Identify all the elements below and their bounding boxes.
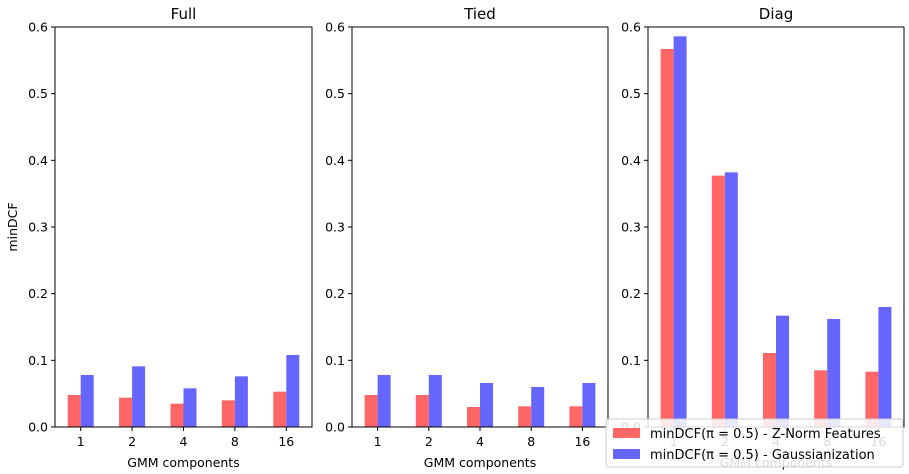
bar-gauss-16 <box>582 383 596 427</box>
y-tick-label: 0.0 <box>28 420 48 435</box>
bar-znorm-16 <box>273 391 287 427</box>
panel-title: Diag <box>759 5 793 23</box>
legend-swatch-gauss <box>613 449 640 459</box>
y-tick-label: 0.6 <box>325 20 345 35</box>
panel-title: Full <box>171 5 197 23</box>
panel-tied: 1 2 4 8 16 0.0 0.1 0.2 0.3 0.4 0.5 0.6 Tied GMM compo… <box>325 5 609 470</box>
bar-gauss-8 <box>827 319 841 427</box>
legend-label-znorm: minDCF(π = 0.5) - Z-Norm Features <box>650 427 881 442</box>
panel-full: 1 2 4 8 16 0.0 0.1 0.2 0.3 0.4 0.5 0.6 Full GMM compo… <box>28 5 313 470</box>
y-tick-label: 0.0 <box>325 420 345 435</box>
bar-znorm-4 <box>467 407 480 427</box>
bar-gauss-8 <box>531 387 545 427</box>
bar-gauss-4 <box>776 315 789 427</box>
y-tick-label: 0.3 <box>621 220 641 235</box>
bar-znorm-2 <box>711 175 725 427</box>
axes-frame <box>54 26 313 428</box>
bar-znorm-2 <box>415 395 429 427</box>
bar-znorm-4 <box>763 353 776 427</box>
y-tick-label: 0.5 <box>325 86 345 101</box>
y-tick-label: 0.4 <box>28 153 48 168</box>
bar-znorm-4 <box>170 403 184 427</box>
bar-gauss-1 <box>673 36 687 427</box>
bar-gauss-4 <box>183 388 197 427</box>
bar-znorm-8 <box>518 406 532 427</box>
bar-gauss-16 <box>286 355 300 427</box>
legend-label-gauss: minDCF(π = 0.5) - Gaussianization <box>650 448 875 463</box>
panel-title: Tied <box>463 5 496 23</box>
bar-gauss-4 <box>480 383 493 427</box>
axes-frame <box>351 26 609 428</box>
bar-znorm-1 <box>67 395 81 427</box>
x-tick-label: 8 <box>527 434 535 449</box>
y-tick-label: 0.6 <box>621 20 641 35</box>
x-tick-label: 16 <box>574 434 590 449</box>
x-axis-label: GMM components <box>127 455 239 470</box>
bar-gauss-2 <box>132 366 146 427</box>
x-tick-label: 8 <box>231 434 239 449</box>
legend: minDCF(π = 0.5) - Z-Norm Features minDCF(… <box>605 418 904 468</box>
bar-gauss-8 <box>234 376 248 427</box>
bar-gauss-1 <box>377 375 391 427</box>
bar-gauss-2 <box>428 375 442 427</box>
y-tick-label: 0.3 <box>325 220 345 235</box>
bar-znorm-1 <box>364 395 378 427</box>
x-axis-label: GMM components <box>424 455 536 470</box>
y-tick-label: 0.6 <box>28 20 48 35</box>
y-tick-label: 0.1 <box>325 353 345 368</box>
y-tick-label: 0.5 <box>621 86 641 101</box>
bar-znorm-16 <box>569 406 583 427</box>
bar-gauss-2 <box>724 172 738 427</box>
x-tick-label: 4 <box>180 434 188 449</box>
y-tick-label: 0.4 <box>325 153 345 168</box>
y-tick-label: 0.2 <box>621 286 641 301</box>
bar-znorm-2 <box>119 397 133 427</box>
x-tick-label: 1 <box>77 434 85 449</box>
bar-znorm-8 <box>221 400 235 427</box>
y-tick-label: 0.2 <box>325 286 345 301</box>
legend-box <box>605 418 904 468</box>
y-tick-label: 0.5 <box>28 86 48 101</box>
x-tick-label: 16 <box>278 434 294 449</box>
x-tick-label: 1 <box>374 434 382 449</box>
y-tick-label: 0.1 <box>28 353 48 368</box>
x-tick-label: 2 <box>128 434 136 449</box>
bar-gauss-1 <box>80 375 94 427</box>
y-axis-label: minDCF <box>5 202 20 251</box>
bar-gauss-16 <box>878 307 892 427</box>
x-tick-label: 2 <box>425 434 433 449</box>
y-tick-label: 0.1 <box>621 353 641 368</box>
y-tick-label: 0.3 <box>28 220 48 235</box>
bar-znorm-8 <box>814 370 828 427</box>
y-tick-label: 0.4 <box>621 153 641 168</box>
x-tick-label: 4 <box>476 434 484 449</box>
bar-znorm-16 <box>865 371 879 427</box>
legend-swatch-znorm <box>613 428 640 438</box>
y-tick-label: 0.2 <box>28 286 48 301</box>
bar-znorm-1 <box>660 49 674 427</box>
